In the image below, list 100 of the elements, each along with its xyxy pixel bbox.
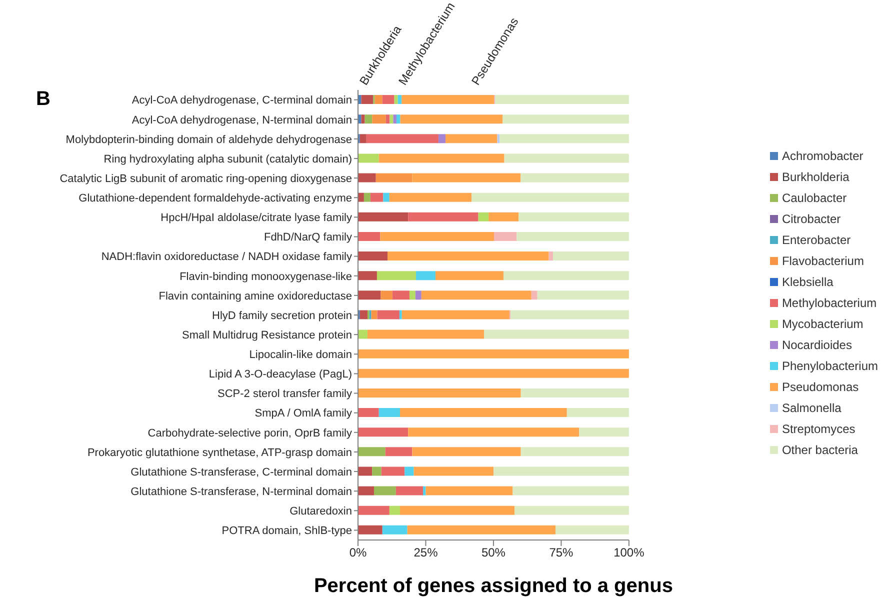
bar — [435, 271, 504, 280]
bar — [579, 428, 629, 437]
bar — [378, 408, 400, 418]
bar — [382, 525, 408, 534]
bar — [472, 192, 629, 202]
y-tick-label: Lipocalin-like domain — [249, 349, 352, 362]
bar — [393, 114, 396, 124]
bar — [361, 114, 365, 124]
legend-label: Burkholderia — [782, 170, 850, 184]
bar — [358, 330, 368, 339]
y-tick-label: Glutaredoxin — [290, 506, 352, 518]
y-tick-label: FdhD/NarQ family — [264, 232, 352, 244]
bar — [556, 525, 629, 534]
bar — [358, 368, 629, 378]
bar — [494, 232, 516, 241]
bar — [416, 271, 436, 280]
bar — [372, 114, 386, 124]
text: B — [36, 88, 50, 111]
y-tick-label: Lipid A 3-O-deacylase (PagL) — [208, 368, 352, 381]
bar — [376, 173, 412, 182]
bar — [500, 134, 629, 144]
legend-label: Caulobacter — [782, 190, 847, 204]
bar — [503, 271, 629, 280]
bar — [358, 252, 388, 261]
bar — [388, 252, 549, 261]
bar — [364, 114, 372, 124]
x-tick-label: 25% — [414, 546, 438, 560]
bar — [382, 95, 394, 104]
bar — [370, 192, 384, 202]
bar — [376, 271, 416, 280]
bar — [409, 290, 416, 300]
bar — [516, 232, 629, 241]
bar — [510, 310, 629, 320]
y-tick-label: SmpA / OmlA family — [254, 408, 352, 420]
bar — [407, 525, 556, 534]
bar — [358, 506, 390, 515]
y-tick-label: Ring hydroxylating alpha subunit (catalytic domain) — [104, 153, 352, 166]
legend-label: Citrobacter — [782, 212, 841, 226]
bar — [360, 310, 368, 320]
legend-label: Phenylobacterium — [782, 358, 878, 372]
bar — [504, 154, 629, 163]
y-tick-label: Acyl-CoA dehydrogenase, C-terminal domain — [132, 94, 352, 107]
bar — [402, 95, 494, 104]
legend-label: Klebsiella — [782, 274, 834, 288]
legend-label: Pseudomonas — [782, 380, 859, 394]
bar — [421, 290, 532, 300]
bar — [358, 349, 629, 358]
bar — [414, 466, 494, 476]
bar — [488, 212, 519, 222]
bar — [358, 232, 380, 241]
legend-label: Mycobacterium — [782, 316, 864, 330]
bar — [404, 466, 414, 476]
y-tick-label: Flavin-binding monooxygenase-like — [180, 270, 352, 283]
bar — [512, 486, 629, 496]
bar — [383, 192, 390, 202]
y-tick-label: Carbohydrate-selective porin, OprB family — [148, 427, 352, 440]
y-tick-label: HlyD family secretion protein — [212, 310, 352, 322]
bar — [518, 212, 629, 222]
bar — [493, 466, 629, 476]
y-tick-label: SCP-2 sterol transfer family — [218, 388, 352, 400]
legend-label: Methylobacterium — [782, 296, 877, 310]
bar — [548, 252, 554, 261]
legend-label: Streptomyces — [782, 422, 856, 436]
bar — [408, 428, 580, 437]
bar — [358, 486, 374, 496]
bar — [385, 447, 412, 456]
bar — [412, 447, 521, 456]
bar — [360, 134, 366, 144]
bar — [358, 154, 379, 163]
y-tick-label: Glutathione-dependent formaldehyde-activating enzyme — [78, 192, 352, 205]
bar — [392, 290, 410, 300]
bar — [358, 428, 408, 437]
bar — [398, 95, 402, 104]
y-tick-label: Catalytic LigB subunit of aromatic ring-opening dioxygenase — [60, 172, 352, 185]
x-tick-label: 75% — [549, 546, 574, 560]
bar — [446, 134, 498, 144]
bar — [372, 466, 382, 476]
y-tick-label: Glutathione S-transferase, N-terminal domain — [130, 486, 352, 498]
bar — [400, 408, 567, 418]
bar — [423, 486, 426, 496]
y-tick-label: POTRA domain, ShlB-type — [222, 525, 352, 538]
y-tick-label: Molybdopterin-binding domain of aldehyde dehydrogenase — [66, 134, 352, 146]
x-axis-title: Percent of genes assigned to a genus — [314, 575, 673, 597]
x-tick-label: 100% — [614, 546, 645, 560]
bar — [408, 212, 478, 222]
bar — [358, 525, 382, 534]
bar — [553, 252, 629, 261]
bar — [415, 290, 422, 300]
y-tick-label: Acyl-CoA dehydrogenase, N-terminal domain — [132, 114, 352, 126]
bar — [495, 95, 629, 104]
bar — [380, 232, 494, 241]
bar — [438, 134, 446, 144]
bar — [396, 486, 424, 496]
bar — [386, 114, 390, 124]
legend-label: Flavobacterium — [782, 254, 864, 268]
bar — [358, 466, 372, 476]
bar — [358, 388, 521, 398]
bar — [514, 506, 629, 515]
legend-label: Achromobacter — [782, 148, 864, 162]
bar — [361, 95, 374, 104]
